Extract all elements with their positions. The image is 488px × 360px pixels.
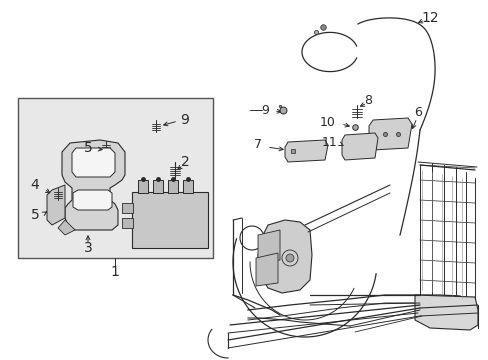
Text: 1: 1: [110, 265, 119, 279]
Text: 8: 8: [363, 94, 371, 107]
Polygon shape: [73, 190, 112, 210]
Text: 4: 4: [31, 178, 40, 192]
Text: 12: 12: [420, 11, 438, 25]
Text: 5: 5: [83, 141, 92, 155]
FancyBboxPatch shape: [153, 180, 163, 193]
Polygon shape: [285, 140, 327, 162]
FancyBboxPatch shape: [138, 180, 148, 193]
Text: 6: 6: [413, 107, 421, 120]
FancyBboxPatch shape: [122, 203, 133, 213]
FancyBboxPatch shape: [183, 180, 193, 193]
Polygon shape: [414, 295, 477, 330]
Text: 3: 3: [83, 241, 92, 255]
Text: 2: 2: [180, 155, 189, 169]
Text: 9: 9: [261, 104, 268, 117]
Polygon shape: [258, 230, 280, 263]
FancyBboxPatch shape: [168, 180, 178, 193]
Text: 10: 10: [320, 116, 335, 129]
FancyBboxPatch shape: [18, 98, 213, 258]
Polygon shape: [58, 220, 75, 235]
Text: 9: 9: [180, 113, 189, 127]
Polygon shape: [62, 140, 125, 230]
FancyBboxPatch shape: [132, 192, 207, 248]
Text: 5: 5: [31, 208, 40, 222]
FancyBboxPatch shape: [122, 218, 133, 228]
Circle shape: [285, 254, 293, 262]
Text: 11: 11: [322, 135, 337, 148]
Polygon shape: [341, 133, 377, 160]
Polygon shape: [368, 118, 411, 150]
Polygon shape: [258, 220, 311, 293]
Polygon shape: [72, 148, 115, 177]
Circle shape: [282, 250, 297, 266]
Text: 7: 7: [253, 139, 262, 152]
Polygon shape: [47, 185, 65, 225]
Polygon shape: [256, 253, 278, 286]
